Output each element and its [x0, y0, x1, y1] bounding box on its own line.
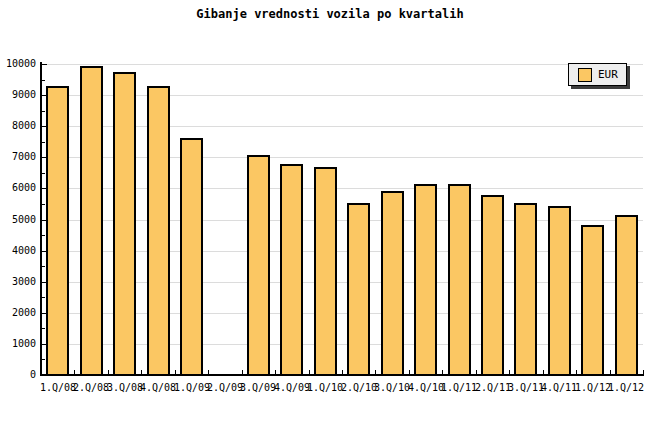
x-tick	[175, 370, 176, 374]
y-tick-label: 7000	[0, 152, 36, 162]
bar-1.Q/10	[314, 167, 337, 374]
y-tick-major	[42, 188, 47, 189]
y-tick-major	[42, 282, 47, 283]
y-tick-label: 1000	[0, 339, 36, 349]
x-tick	[108, 370, 109, 374]
y-tick-major	[42, 220, 47, 221]
x-tick	[576, 370, 577, 374]
x-tick	[309, 370, 310, 374]
x-tick	[342, 370, 343, 374]
bar-3.Q/08	[113, 72, 136, 374]
y-tick-minor	[42, 173, 45, 174]
y-tick-label: 2000	[0, 308, 36, 318]
x-tick	[442, 370, 443, 374]
y-tick-minor	[42, 235, 45, 236]
bar-1.Q/12	[581, 225, 604, 374]
y-tick-label: 0	[0, 370, 36, 380]
y-tick-minor	[42, 266, 45, 267]
bar-1.Q/09	[180, 138, 203, 374]
x-tick	[208, 370, 209, 374]
y-tick-major	[42, 157, 47, 158]
y-tick-major	[42, 251, 47, 252]
bar-2.Q/11	[481, 195, 504, 374]
plot-area: 0 1000 2000 3000 4000 5000 6000 7000 8000 9000 100…	[0, 0, 660, 440]
bar-3.Q/09	[247, 155, 270, 374]
y-tick-minor	[42, 111, 45, 112]
bar-4.Q/09	[280, 164, 303, 374]
legend-series-label: EUR	[598, 69, 618, 80]
y-tick-minor	[42, 297, 45, 298]
bar-4.Q/11	[548, 206, 571, 374]
x-tick	[543, 370, 544, 374]
y-tick-label: 3000	[0, 277, 36, 287]
bar-3.Q/10	[381, 191, 404, 374]
bar-1.Q/08	[46, 86, 69, 374]
bar-4.Q/10	[414, 184, 437, 374]
y-tick-minor	[42, 142, 45, 143]
y-tick-minor	[42, 204, 45, 205]
x-tick	[375, 370, 376, 374]
y-tick-minor	[42, 80, 45, 81]
x-tick	[41, 370, 42, 374]
x-tick	[409, 370, 410, 374]
legend-box: EUR	[568, 63, 627, 86]
x-tick	[141, 370, 142, 374]
x-tick	[74, 370, 75, 374]
y-tick-label: 4000	[0, 246, 36, 256]
x-tick	[242, 370, 243, 374]
bar-2.Q/08	[80, 66, 103, 374]
x-axis	[40, 374, 644, 376]
x-tick	[476, 370, 477, 374]
y-tick-label: 10000	[0, 59, 36, 69]
y-tick-major	[42, 344, 47, 345]
y-tick-major	[42, 126, 47, 127]
y-tick-major	[42, 313, 47, 314]
y-tick-label: 6000	[0, 183, 36, 193]
gridline-10000	[43, 64, 643, 65]
bar-1.Q/12	[615, 215, 638, 374]
bar-4.Q/08	[147, 86, 170, 374]
bar-1.Q/11	[448, 184, 471, 374]
bar-2.Q/10	[347, 203, 370, 374]
y-tick-minor	[42, 328, 45, 329]
y-tick-major	[42, 64, 47, 65]
x-tick	[509, 370, 510, 374]
x-tick	[610, 370, 611, 374]
y-tick-minor	[42, 359, 45, 360]
x-tick-label: 1.Q/12	[596, 382, 656, 393]
x-tick	[643, 370, 644, 374]
y-tick-label: 5000	[0, 215, 36, 225]
x-tick	[275, 370, 276, 374]
bar-3.Q/11	[514, 203, 537, 374]
legend-color-swatch-icon	[578, 68, 592, 82]
y-tick-label: 8000	[0, 121, 36, 131]
vehicle-value-bar-chart: Gibanje vrednosti vozila po kvartalih 01…	[0, 0, 660, 440]
y-tick-major	[42, 95, 47, 96]
y-tick-label: 9000	[0, 90, 36, 100]
